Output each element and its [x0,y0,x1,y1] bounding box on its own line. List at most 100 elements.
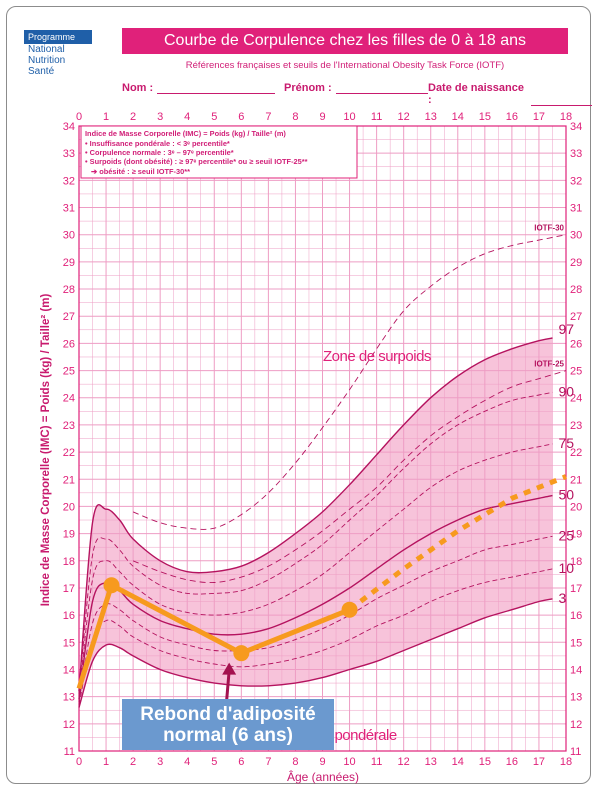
y-tick-label-right: 24 [570,393,582,405]
y-tick-label-left: 29 [63,257,75,269]
y-tick-label-right: 17 [570,583,582,595]
x-tick-label-top: 3 [157,111,163,123]
x-tick-label-top: 9 [319,111,325,123]
field-prenom[interactable]: Prénom : [284,82,428,94]
y-tick-label-left: 32 [63,175,75,187]
y-tick-label-left: 18 [63,556,75,568]
x-tick-label-top: 10 [343,111,355,123]
y-tick-label-right: 29 [570,257,582,269]
y-tick-label-right: 19 [570,529,582,541]
patient-point [341,601,358,618]
series-line-75 [78,443,553,697]
patient-fields: Nom : Prénom : Date de naissance : [122,82,592,106]
x-tick-label-top: 13 [425,111,437,123]
y-tick-label-left: 25 [63,366,75,378]
y-tick-label-right: 25 [570,366,582,378]
y-tick-label-left: 13 [63,692,75,704]
y-tick-label-left: 12 [63,719,75,731]
y-tick-label-left: 34 [63,121,75,133]
y-tick-label-left: 27 [63,311,75,323]
x-tick-label-top: 8 [292,111,298,123]
patient-projection-line [348,474,567,612]
y-tick-label-right: 27 [570,311,582,323]
x-axis-title: Âge (années) [287,769,359,784]
chart-title: Courbe de Corpulence chez les filles de … [122,28,568,54]
y-tick-label-right: 28 [570,284,582,296]
series-label-iotf-30: IOTF-30 [534,224,564,233]
x-tick-label-top: 4 [184,111,190,123]
x-tick-label-top: 5 [211,111,217,123]
y-tick-label-left: 31 [63,203,75,215]
x-tick-label-top: 18 [560,111,572,123]
x-tick-label-top: 16 [506,111,518,123]
y-tick-label-right: 15 [570,637,582,649]
y-tick-label-left: 11 [64,746,75,758]
field-nom[interactable]: Nom : [122,82,276,94]
y-tick-label-right: 14 [570,664,582,676]
x-tick-label-bottom: 2 [130,756,136,768]
y-tick-label-right: 11 [570,746,581,758]
series-label-90: 90 [558,383,574,399]
zone-surpoids-label: Zone de surpoids [323,348,431,365]
series-label-iotf-25: IOTF-25 [534,360,564,369]
field-prenom-label: Prénom : [284,82,332,94]
series-line-10 [78,568,553,705]
y-tick-label-left: 23 [63,420,75,432]
logo-text-programme: Programme [24,30,92,44]
x-tick-label-top: 1 [103,111,109,123]
y-tick-label-right: 23 [570,420,582,432]
x-tick-label-bottom: 7 [265,756,271,768]
series-label-50: 50 [558,487,574,503]
y-tick-label-right: 34 [570,121,582,133]
chart-subtitle: Références françaises et seuils de l'Int… [185,60,505,71]
legend-line-5: ➔ obésité : ≥ seuil IOTF-30** [91,167,190,176]
x-tick-label-bottom: 15 [479,756,491,768]
x-tick-label-top: 14 [452,111,464,123]
patient-point [103,577,120,594]
logo-text-sante: Santé [28,66,55,77]
y-tick-label-right: 20 [570,501,582,513]
field-naissance-label: Date de naissance : [428,82,524,106]
x-tick-label-bottom: 10 [343,756,355,768]
y-tick-label-left: 21 [63,474,75,486]
series-line-iotf-30 [132,234,567,530]
x-tick-label-bottom: 5 [211,756,217,768]
series-label-3: 3 [558,590,566,606]
x-tick-label-bottom: 0 [76,756,82,768]
legend-line-2: • Insuffisance pondérale : < 3ᵉ percenti… [85,139,230,148]
y-tick-label-right: 18 [570,556,582,568]
patient-point [233,645,250,662]
x-tick-label-top: 15 [479,111,491,123]
y-tick-label-left: 33 [63,148,75,160]
y-tick-label-right: 22 [570,447,582,459]
series-label-10: 10 [558,560,574,576]
x-tick-label-top: 0 [76,111,82,123]
y-tick-label-right: 33 [570,148,582,160]
pnns-logo: Programme National Nutrition Santé [24,30,92,77]
y-tick-label-right: 32 [570,175,582,187]
y-tick-label-right: 30 [570,230,582,242]
y-axis-title: Indice de Masse Corporelle (IMC) = Poids… [40,294,52,607]
field-nom-label: Nom : [122,82,154,94]
y-tick-label-left: 28 [63,284,75,296]
y-tick-label-left: 30 [63,230,75,242]
y-tick-label-left: 19 [63,529,75,541]
callout-line-1: Rebond d'adiposité [140,704,316,725]
rebound-arrow-shaft [224,670,231,703]
x-tick-label-bottom: 1 [103,756,109,768]
series-line-iotf-25 [132,370,567,584]
x-tick-label-bottom: 6 [238,756,244,768]
field-naissance[interactable]: Date de naissance : [428,82,592,106]
x-tick-label-top: 7 [265,111,271,123]
y-tick-label-left: 22 [63,447,75,459]
field-nom-line[interactable] [157,82,276,94]
series-line-90 [78,391,553,694]
x-tick-label-top: 12 [398,111,410,123]
patient-line [76,582,351,690]
field-prenom-line[interactable] [335,82,428,94]
y-tick-label-right: 13 [570,692,582,704]
x-tick-label-bottom: 3 [157,756,163,768]
field-naissance-line[interactable] [530,94,592,106]
y-tick-label-right: 16 [570,610,582,622]
